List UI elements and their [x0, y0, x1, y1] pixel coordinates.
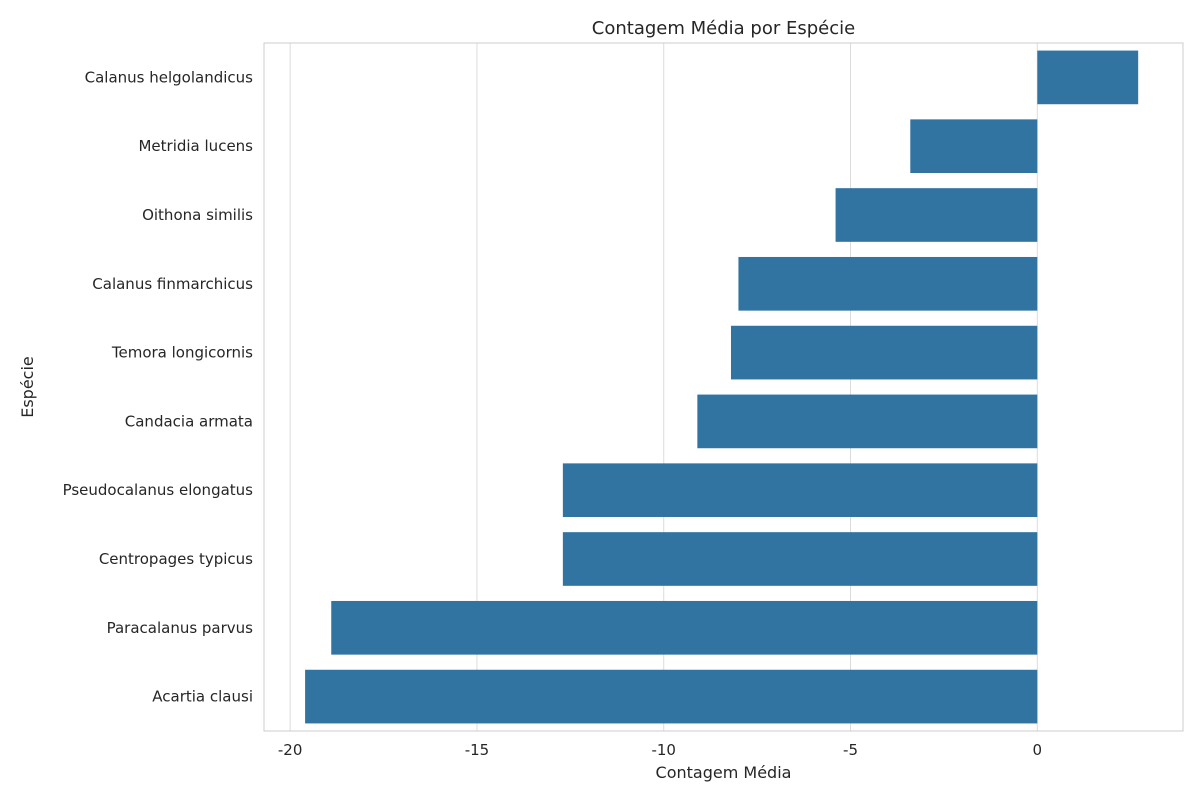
- x-tick-label: -5: [843, 741, 858, 759]
- bar: [910, 119, 1038, 174]
- y-tick-label: Pseudocalanus elongatus: [63, 481, 254, 499]
- bar: [331, 600, 1038, 655]
- y-tick-label: Metridia lucens: [138, 137, 253, 155]
- chart-title: Contagem Média por Espécie: [592, 18, 855, 39]
- y-tick-label: Paracalanus parvus: [107, 619, 254, 637]
- bar: [562, 463, 1038, 518]
- bar: [1037, 50, 1139, 105]
- plot-frame: [263, 42, 1184, 732]
- bar: [697, 394, 1038, 449]
- bar: [562, 532, 1038, 586]
- y-tick-label: Oithona similis: [142, 206, 253, 224]
- x-tick-label: -10: [651, 741, 676, 759]
- x-tick-labels: -20 -15 -10 -5 0: [278, 741, 1042, 759]
- x-tick-label: -20: [278, 741, 303, 759]
- y-tick-label: Temora longicornis: [111, 344, 253, 362]
- x-tick-label: 0: [1033, 741, 1043, 759]
- x-tick-label: -15: [465, 741, 490, 759]
- bars: [305, 50, 1139, 724]
- y-tick-label: Centropages typicus: [99, 550, 253, 568]
- bar: [730, 325, 1038, 380]
- bar: [738, 256, 1038, 311]
- x-axis-label: Contagem Média: [656, 763, 792, 782]
- y-tick-labels: Calanus helgolandicus Metridia lucens Oith…: [63, 68, 254, 705]
- bar: [305, 669, 1038, 724]
- y-tick-label: Candacia armata: [125, 412, 253, 430]
- y-tick-label: Calanus helgolandicus: [85, 68, 254, 86]
- bar: [835, 188, 1038, 242]
- y-tick-label: Calanus finmarchicus: [92, 275, 253, 293]
- y-axis-label: Espécie: [18, 356, 37, 418]
- y-tick-label: Acartia clausi: [152, 688, 253, 706]
